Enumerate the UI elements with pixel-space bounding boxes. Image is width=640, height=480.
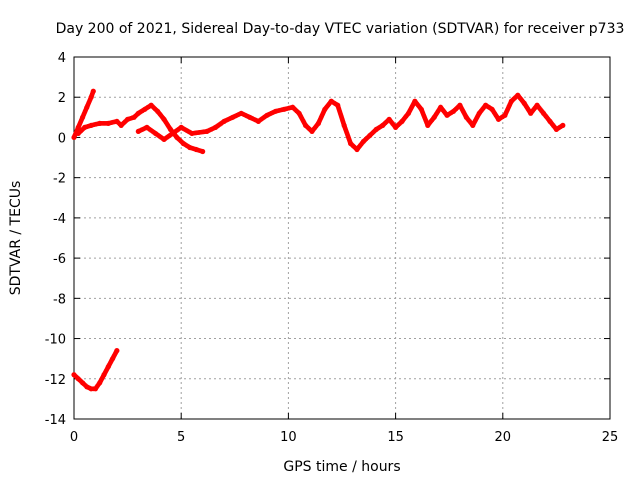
x-tick-label: 25 [602,430,619,445]
data-points [71,88,566,392]
x-tick-label: 20 [495,430,512,445]
y-tick-label: -6 [53,252,66,267]
y-axis-label: SDTVAR / TECUs [8,181,24,296]
y-tick-label: -14 [45,413,66,428]
x-axis-label: GPS time / hours [283,459,400,475]
y-tick-label: -12 [45,373,66,388]
y-tick-label: 4 [58,51,66,66]
chart-title: Day 200 of 2021, Sidereal Day-to-day VTE… [56,21,625,37]
x-tick-label: 15 [387,430,404,445]
y-tick-label: -10 [45,333,66,348]
data-point [560,122,566,128]
x-tick-label: 0 [70,430,78,445]
data-point [114,348,120,354]
axis-ticks: 0 5 10 15 20 25 -14 -12 -10 -8 -6 -4 -2 0 2 4 [45,51,619,445]
x-tick-label: 5 [177,430,185,445]
plot-frame [73,56,611,420]
y-tick-label: -4 [53,212,66,227]
series-low-arc [71,348,120,392]
y-tick-label: -2 [53,172,66,187]
y-tick-label: -8 [53,292,66,307]
y-tick-label: 0 [58,131,66,146]
x-tick-label: 10 [280,430,297,445]
y-tick-label: 2 [58,91,66,106]
data-point [90,88,96,94]
data-point [200,148,206,155]
series-main-band [71,88,566,155]
